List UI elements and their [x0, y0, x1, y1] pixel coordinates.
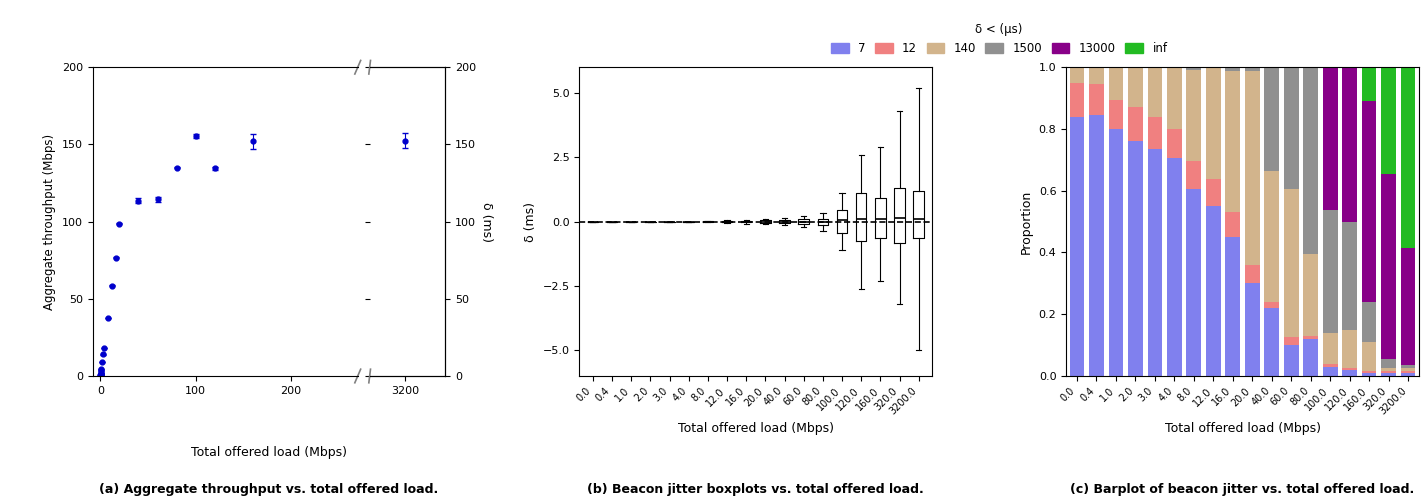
Bar: [1362, 101, 1376, 302]
Bar: [1128, 108, 1142, 141]
Bar: [1283, 189, 1299, 338]
Bar: [1186, 161, 1201, 189]
Bar: [1342, 222, 1358, 330]
Bar: [1323, 67, 1338, 210]
Bar: [1265, 308, 1279, 376]
Bar: [1245, 67, 1259, 71]
Bar: [1070, 83, 1084, 117]
Bar: [1382, 372, 1396, 373]
Bar: [1225, 237, 1241, 376]
Bar: [1186, 70, 1201, 161]
Bar: [1108, 100, 1124, 129]
Text: (c) Barplot of beacon jitter vs. total offered load.: (c) Barplot of beacon jitter vs. total o…: [1071, 483, 1415, 496]
Bar: [1382, 174, 1396, 359]
Bar: [1283, 338, 1299, 345]
Bar: [1265, 302, 1279, 308]
Bar: [1225, 71, 1241, 212]
Bar: [1303, 67, 1318, 254]
Bar: [1245, 71, 1259, 265]
Legend: 7, 12, 140, 1500, 13000, inf: 7, 12, 140, 1500, 13000, inf: [826, 18, 1172, 60]
Bar: [1206, 67, 1221, 68]
Bar: [1323, 364, 1338, 367]
Y-axis label: Aggregate throughput (Mbps): Aggregate throughput (Mbps): [43, 133, 56, 310]
Bar: [1400, 373, 1416, 376]
Bar: [1342, 370, 1358, 376]
Bar: [1166, 158, 1182, 376]
Bar: [1323, 210, 1338, 333]
X-axis label: Total offered load (Mbps): Total offered load (Mbps): [677, 422, 834, 435]
Y-axis label: δ (ms): δ (ms): [481, 202, 493, 242]
Bar: [1128, 141, 1142, 376]
Bar: [1166, 129, 1182, 158]
Bar: [1400, 369, 1416, 372]
Bar: [1400, 372, 1416, 373]
Bar: [1265, 67, 1279, 171]
Bar: [1089, 84, 1104, 115]
Bar: [1108, 129, 1124, 376]
Bar: [1362, 302, 1376, 342]
Bar: [1245, 265, 1259, 283]
Text: (a) Aggregate throughput vs. total offered load.: (a) Aggregate throughput vs. total offer…: [100, 483, 439, 496]
Bar: [1400, 67, 1416, 248]
Bar: [1089, 115, 1104, 376]
Bar: [1342, 369, 1358, 370]
Bar: [1148, 149, 1162, 376]
Bar: [1323, 333, 1338, 364]
Y-axis label: δ (ms): δ (ms): [523, 202, 538, 242]
Bar: [1342, 67, 1358, 222]
Bar: [1186, 189, 1201, 376]
Bar: [1362, 67, 1376, 101]
Text: Total offered load (Mbps): Total offered load (Mbps): [191, 446, 347, 459]
Bar: [1225, 67, 1241, 71]
Bar: [1186, 67, 1201, 70]
Bar: [1342, 330, 1358, 369]
Bar: [1206, 68, 1221, 179]
Bar: [1323, 367, 1338, 376]
Bar: [1283, 67, 1299, 189]
Y-axis label: Proportion: Proportion: [1020, 189, 1032, 254]
Bar: [1265, 171, 1279, 302]
Bar: [1362, 342, 1376, 372]
Bar: [1382, 359, 1396, 369]
Bar: [1089, 67, 1104, 84]
Bar: [1283, 345, 1299, 376]
Bar: [1108, 67, 1124, 100]
Bar: [1070, 117, 1084, 376]
Bar: [1245, 283, 1259, 376]
Bar: [1206, 206, 1221, 376]
Bar: [1303, 339, 1318, 376]
Bar: [1148, 117, 1162, 149]
Text: (b) Beacon jitter boxplots vs. total offered load.: (b) Beacon jitter boxplots vs. total off…: [588, 483, 924, 496]
Bar: [1166, 67, 1182, 129]
Bar: [1362, 373, 1376, 376]
Bar: [1148, 67, 1162, 117]
X-axis label: Total offered load (Mbps): Total offered load (Mbps): [1165, 422, 1320, 435]
Bar: [1382, 373, 1396, 376]
Bar: [1303, 336, 1318, 339]
Bar: [1225, 212, 1241, 237]
Bar: [1382, 369, 1396, 372]
Bar: [1070, 67, 1084, 83]
Bar: [1303, 254, 1318, 336]
Bar: [1362, 372, 1376, 373]
Bar: [1206, 179, 1221, 206]
Bar: [1400, 365, 1416, 369]
Bar: [1128, 67, 1142, 108]
Bar: [1382, 67, 1396, 174]
Bar: [1400, 248, 1416, 365]
